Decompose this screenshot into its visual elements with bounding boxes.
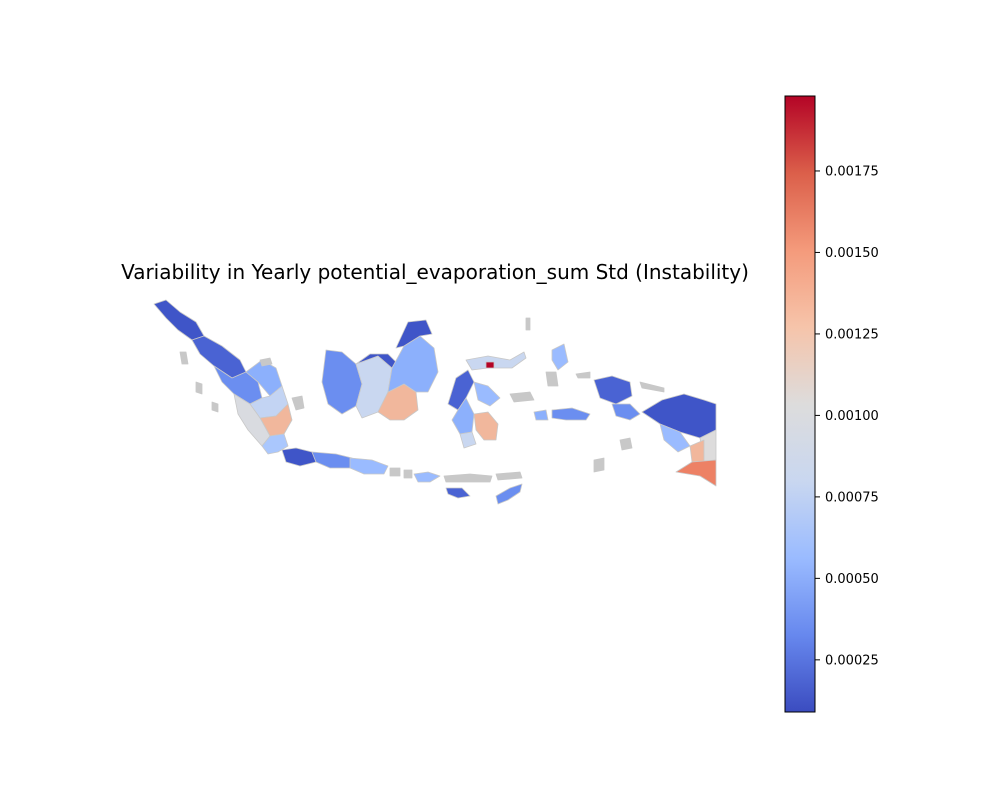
sumba <box>445 487 471 499</box>
halmahera <box>551 343 569 371</box>
maluku-north-islands <box>525 317 559 387</box>
sumatra-bangka <box>291 395 305 411</box>
sumatra-lampung <box>261 433 289 455</box>
maluku-south-islands <box>593 437 633 473</box>
lombok <box>403 469 413 479</box>
region-nusa-tenggara <box>403 469 523 505</box>
kalimantan-east <box>387 335 439 393</box>
sulawesi-southeast <box>473 411 499 441</box>
colorbar: 0.00025 0.00050 0.00075 0.00100 0.00125 0.001… <box>784 95 879 713</box>
papua-bird-south <box>611 403 641 421</box>
papua-south-peach <box>689 439 705 463</box>
sulawesi-islands <box>509 391 535 403</box>
sumatra-riau-islands <box>259 357 273 367</box>
region-java <box>281 447 401 477</box>
sumatra-aceh <box>153 299 205 341</box>
region-sulawesi <box>447 351 535 449</box>
colorbar-gradient <box>784 95 816 713</box>
kalimantan-north <box>395 319 433 349</box>
papua-central <box>659 423 691 453</box>
papua-islands <box>575 371 665 393</box>
sulawesi-east-arm <box>473 381 501 407</box>
buru <box>533 409 549 421</box>
alor <box>495 471 523 481</box>
region-sumatra <box>153 299 305 455</box>
sumbawa <box>413 471 441 483</box>
colorbar-tick-label: 0.00075 <box>825 490 879 505</box>
bali <box>389 467 401 477</box>
colorbar-ticks: 0.00025 0.00050 0.00075 0.00100 0.00125 0.001… <box>815 164 879 668</box>
region-kalimantan <box>321 319 439 421</box>
seram <box>551 407 591 421</box>
sulawesi-north-arm <box>465 351 527 371</box>
kalimantan-west <box>321 349 363 415</box>
java-east <box>349 457 389 475</box>
flores <box>443 473 493 483</box>
colorbar-tick-label: 0.00175 <box>825 164 879 179</box>
papua-birdshead <box>593 375 633 405</box>
sulawesi-central <box>447 369 475 411</box>
timor <box>495 483 523 505</box>
papua-south <box>675 459 717 487</box>
sulawesi-south <box>459 431 477 449</box>
colorbar-tick-label: 0.00025 <box>825 653 879 668</box>
java-west <box>281 447 317 467</box>
region-maluku <box>525 317 633 473</box>
map-title: Variability in Yearly potential_evaporat… <box>121 260 749 284</box>
java-central <box>311 451 353 469</box>
colorbar-tick-label: 0.00100 <box>825 409 879 424</box>
sumatra-islands-west <box>179 351 219 413</box>
indonesia-map <box>153 299 717 505</box>
colorbar-tick-label: 0.00150 <box>825 246 879 261</box>
region-papua <box>575 371 717 487</box>
colorbar-tick-label: 0.00125 <box>825 327 879 342</box>
sulawesi-red-hotspot <box>485 361 495 369</box>
colorbar-tick-label: 0.00050 <box>825 572 879 587</box>
